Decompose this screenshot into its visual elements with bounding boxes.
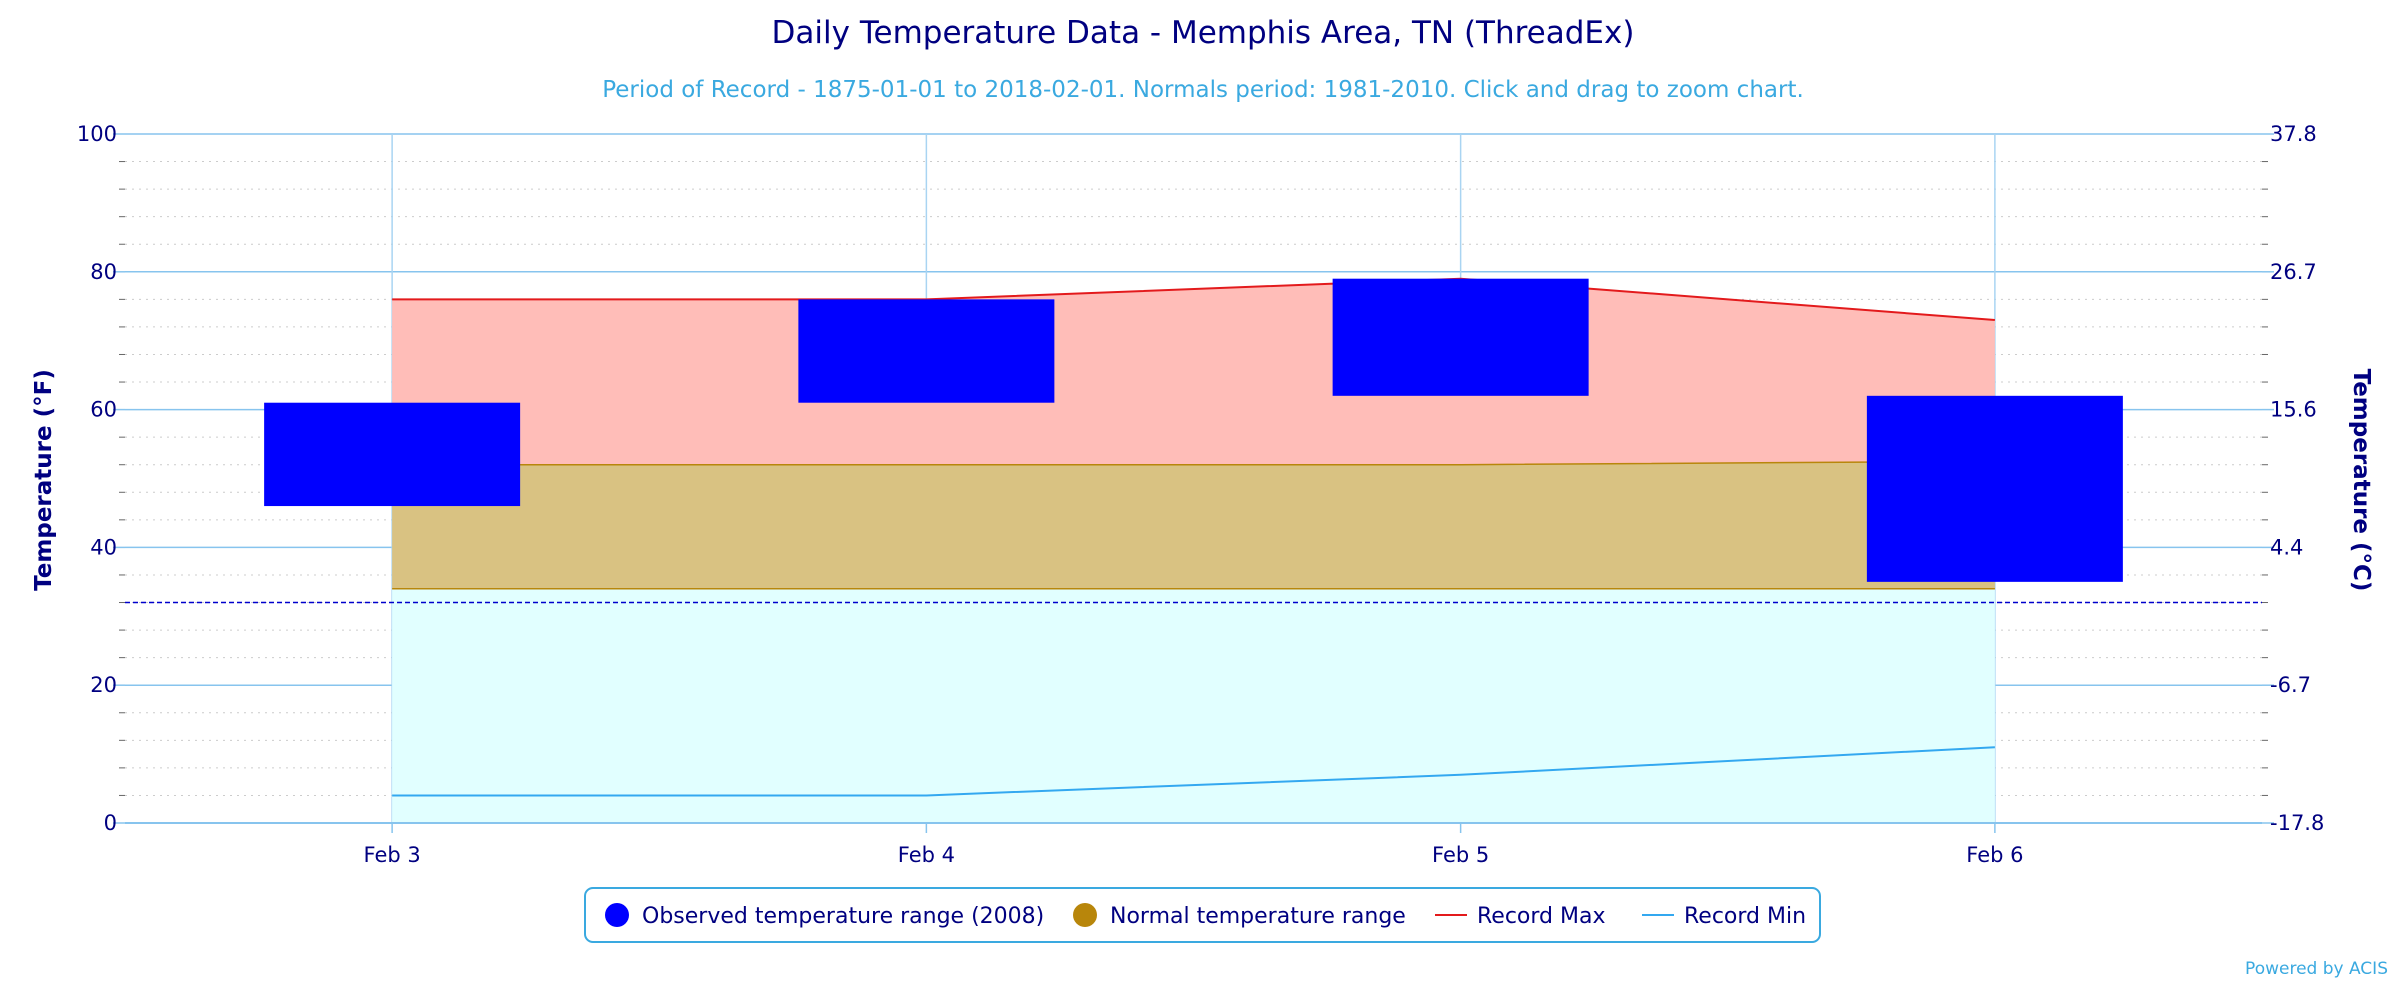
record-min-line xyxy=(392,746,1995,797)
observed-range-bar[interactable] xyxy=(264,402,521,507)
cold-area-below-record-min xyxy=(392,747,1995,823)
normal-high-line xyxy=(392,460,1995,466)
observed-range-bar[interactable] xyxy=(798,299,1055,403)
legend[interactable]: Observed temperature range (2008) Normal … xyxy=(584,887,1821,943)
y-tick-label-left: 100 xyxy=(77,122,117,146)
legend-marker xyxy=(1073,903,1097,927)
y-axis-title-right: Temperature (°C) xyxy=(2348,369,2374,592)
observed-range-bar[interactable] xyxy=(1332,278,1589,396)
legend-item[interactable]: Normal temperature range xyxy=(1073,903,1406,929)
legend-item[interactable]: Observed temperature range (2008) xyxy=(605,903,1044,929)
record-max-line xyxy=(392,277,1995,322)
x-tick-label: Feb 6 xyxy=(1966,843,2023,867)
y-tick-label-left: 20 xyxy=(90,673,117,697)
chart-subtitle: Period of Record - 1875-01-01 to 2018-02… xyxy=(602,77,1804,103)
y-tick-label-left: 40 xyxy=(90,535,117,559)
credits-link[interactable]: Powered by ACIS xyxy=(2245,959,2388,979)
record-max-area xyxy=(392,278,1995,465)
chart-title: Daily Temperature Data - Memphis Area, T… xyxy=(772,15,1635,51)
y-tick-label-right: -17.8 xyxy=(2270,811,2324,835)
legend-box xyxy=(584,887,1821,943)
observed-bars[interactable] xyxy=(264,278,2123,582)
normal-range-area xyxy=(392,461,1995,589)
legend-label: Observed temperature range (2008) xyxy=(642,904,1044,929)
axes: 0 -17.8 20 -6.7 40 4.4 60 15.6 80 26.7 100 37.8 Feb … xyxy=(77,122,2324,867)
y-tick-label-right: 15.6 xyxy=(2270,398,2317,422)
range-areas xyxy=(392,278,1995,823)
y-tick-label-right: 37.8 xyxy=(2270,122,2317,146)
y-tick-label-left: 60 xyxy=(90,398,117,422)
y-tick-label-right: -6.7 xyxy=(2270,673,2311,697)
legend-label: Normal temperature range xyxy=(1110,904,1406,929)
legend-label: Record Max xyxy=(1477,904,1606,929)
x-tick-label: Feb 4 xyxy=(898,843,955,867)
y-tick-label-right: 4.4 xyxy=(2270,535,2303,559)
legend-label: Record Min xyxy=(1684,904,1806,929)
record-lines xyxy=(125,277,2262,797)
y-tick-label-right: 26.7 xyxy=(2270,260,2317,284)
x-tick-label: Feb 3 xyxy=(364,843,421,867)
legend-marker xyxy=(605,903,629,927)
observed-range-bar[interactable] xyxy=(1866,395,2123,582)
x-tick-label: Feb 5 xyxy=(1432,843,1489,867)
legend-item[interactable]: Record Max xyxy=(1435,904,1606,929)
y-axis-title-left: Temperature (°F) xyxy=(31,369,57,591)
legend-item[interactable]: Record Min xyxy=(1642,904,1806,929)
cold-area-above-record-min xyxy=(392,588,1995,796)
y-tick-label-left: 0 xyxy=(104,811,117,835)
y-tick-label-left: 80 xyxy=(90,260,117,284)
